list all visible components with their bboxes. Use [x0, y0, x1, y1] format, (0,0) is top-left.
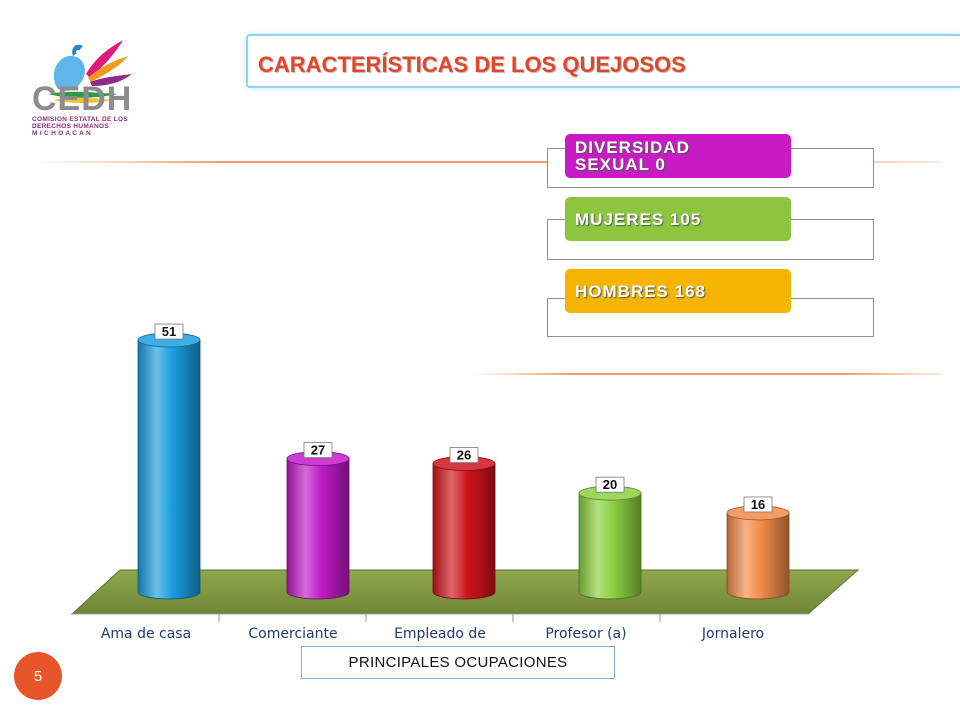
decorative-rule-top — [36, 161, 942, 163]
value-label-comerciante: 27 — [303, 442, 333, 459]
svg-text:51: 51 — [162, 324, 176, 339]
logo-subtitle-line2: DERECHOS HUMANOS — [32, 123, 110, 130]
value-label-empleado-de: 26 — [449, 447, 479, 463]
category-label-empleado-de: Empleado de — [394, 626, 486, 642]
stat-label-hombres: HOMBRES 168 — [565, 269, 791, 313]
value-label-jornalero: 16 — [743, 496, 773, 513]
bar-empleado-de — [432, 456, 496, 600]
stat-label-diversidad: DIVERSIDAD SEXUAL 0 — [565, 134, 791, 178]
x-axis-title: PRINCIPALES OCUPACIONES — [301, 646, 615, 679]
bar-comerciante — [286, 451, 350, 600]
category-label-ama-de-casa: Ama de casa — [101, 626, 191, 642]
bar-jornalero — [726, 505, 790, 600]
page-number-badge: 5 — [14, 652, 62, 700]
decorative-rule-middle — [472, 373, 942, 375]
slide-title: CARACTERÍSTICAS DE LOS QUEJOSOS — [258, 52, 686, 77]
svg-text:27: 27 — [311, 443, 325, 458]
cedh-logo-bird-icon — [48, 40, 132, 103]
title-frame — [246, 34, 960, 88]
category-label-comerciante: Comerciante — [248, 626, 337, 642]
logo-subtitle-line1: COMISION ESTATAL DE LOS — [32, 116, 128, 123]
category-label-profesor-a: Profesor (a) — [545, 626, 626, 642]
svg-text:26: 26 — [457, 448, 471, 463]
svg-text:20: 20 — [603, 477, 617, 492]
stat-label-mujeres: MUJERES 105 — [565, 197, 791, 241]
logo-subtitle-line3: M I C H O A C A N — [32, 130, 92, 137]
logo-wordmark: CEDH — [32, 80, 133, 118]
value-label-ama-de-casa: 51 — [154, 323, 184, 340]
category-label-jornalero: Jornalero — [701, 626, 764, 642]
svg-text:16: 16 — [751, 497, 765, 512]
bar-profesor-a — [578, 485, 642, 600]
bar-ama-de-casa — [137, 332, 201, 600]
value-label-profesor-a: 20 — [595, 476, 625, 493]
